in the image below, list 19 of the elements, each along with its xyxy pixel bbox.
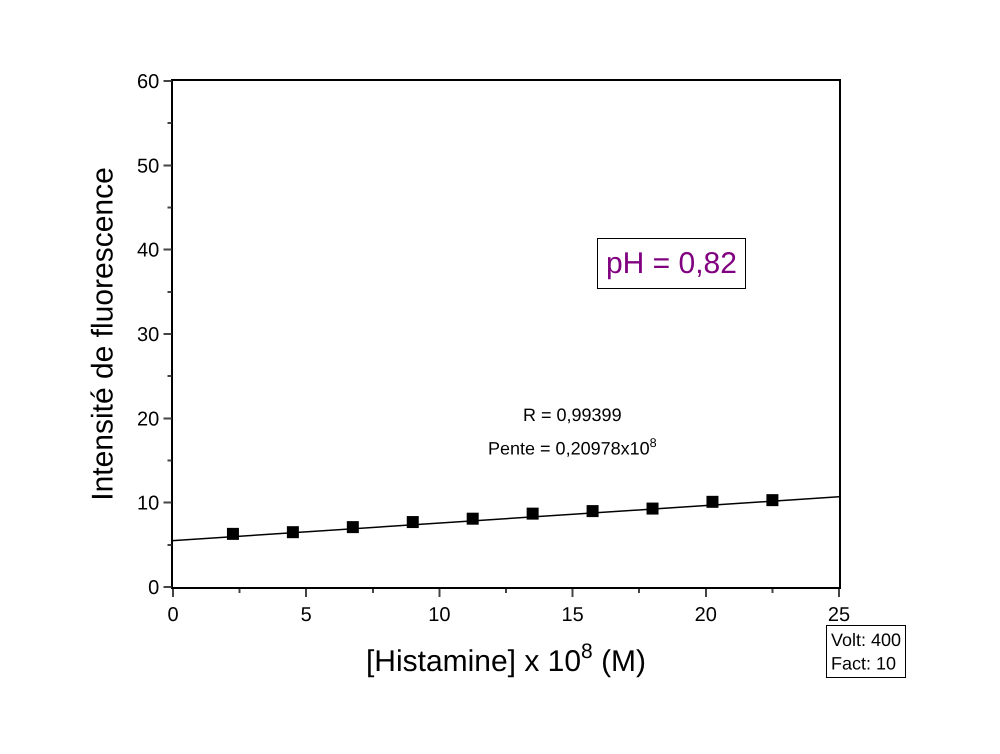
y-tick-label: 60 <box>137 71 160 93</box>
x-tick-label: 0 <box>167 604 179 626</box>
x-tick-label: 5 <box>300 604 312 626</box>
text: Volt: 400 Fact: 10 <box>831 630 902 674</box>
x-tick-label: 25 <box>828 604 850 626</box>
y-tick-label: 50 <box>137 155 160 178</box>
y-tick-label: 30 <box>137 324 160 346</box>
x-tick-label: 15 <box>561 604 584 626</box>
x-axis-title: [Histamine] x 10$^{8}$ (M) <box>366 640 646 678</box>
x-tick-label: 20 <box>694 604 717 626</box>
y-axis-title: Intensité de fluorescence <box>86 167 120 501</box>
annotation: Pente = 0,20978x10$^{8}$ <box>488 436 657 459</box>
annotation: R = 0,99399 <box>523 405 622 425</box>
x-tick-label: 10 <box>428 604 451 626</box>
y-tick-label: 20 <box>137 408 160 430</box>
y-tick-label: 40 <box>137 240 160 262</box>
y-tick-label: 10 <box>137 492 160 515</box>
annotation: pH = 0,82 <box>606 247 737 280</box>
y-tick-label: 0 <box>148 577 160 599</box>
